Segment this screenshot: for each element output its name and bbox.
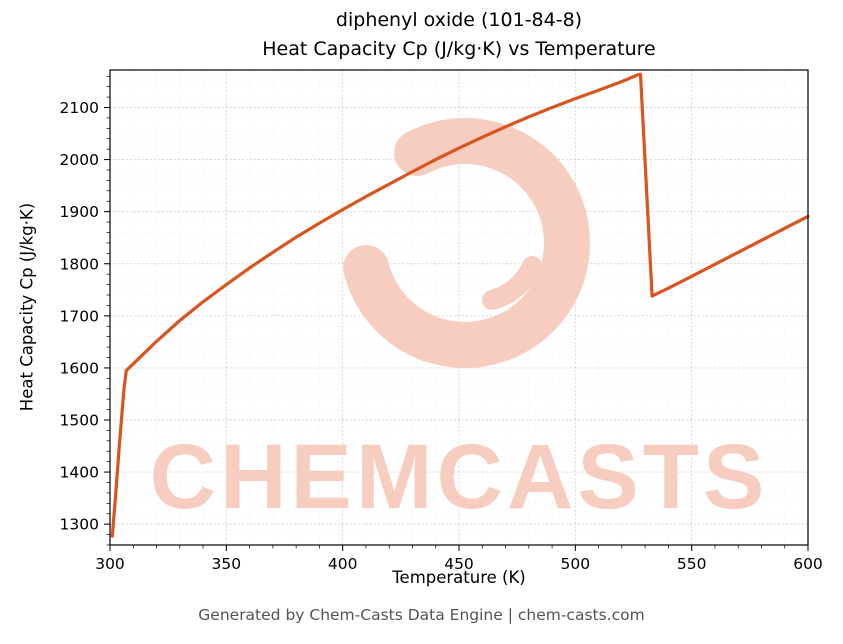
svg-text:1300: 1300 xyxy=(60,516,99,534)
watermark-comma-icon xyxy=(482,256,542,310)
svg-text:450: 450 xyxy=(444,555,474,573)
tick-labels: 300 350 400 450 500 550 600 1300 1400 1500 1600 170… xyxy=(60,99,823,573)
svg-text:1900: 1900 xyxy=(60,203,99,221)
chart-title: diphenyl oxide (101-84-8) Heat Capacity … xyxy=(110,6,808,63)
minor-tick-marks xyxy=(106,75,809,549)
svg-text:2000: 2000 xyxy=(60,151,99,169)
y-axis-label: Heat Capacity Cp (J/kg·K) xyxy=(17,202,37,412)
svg-text:550: 550 xyxy=(677,555,707,573)
svg-text:2100: 2100 xyxy=(60,99,99,117)
svg-text:300: 300 xyxy=(95,555,125,573)
footer-text: Generated by Chem-Casts Data Engine | ch… xyxy=(198,606,645,624)
watermark-swirl-icon xyxy=(340,117,590,368)
svg-text:350: 350 xyxy=(212,555,242,573)
cp-data-line xyxy=(110,72,810,538)
svg-text:1800: 1800 xyxy=(60,255,99,273)
svg-text:1400: 1400 xyxy=(60,464,99,482)
major-gridlines xyxy=(109,70,809,545)
svg-text:1500: 1500 xyxy=(60,412,99,430)
svg-text:600: 600 xyxy=(793,555,823,573)
svg-text:500: 500 xyxy=(561,555,591,573)
svg-text:400: 400 xyxy=(328,555,358,573)
chemcasts-watermark: CHEMCASTS xyxy=(150,117,769,528)
svg-text:1700: 1700 xyxy=(60,307,99,325)
chart-title-line2: Heat Capacity Cp (J/kg·K) vs Temperature xyxy=(262,37,656,60)
watermark-text: CHEMCASTS xyxy=(150,426,769,528)
x-axis-label: Temperature (K) xyxy=(392,568,526,587)
chart-title-line1: diphenyl oxide (101-84-8) xyxy=(335,9,583,31)
svg-text:1600: 1600 xyxy=(60,359,99,377)
